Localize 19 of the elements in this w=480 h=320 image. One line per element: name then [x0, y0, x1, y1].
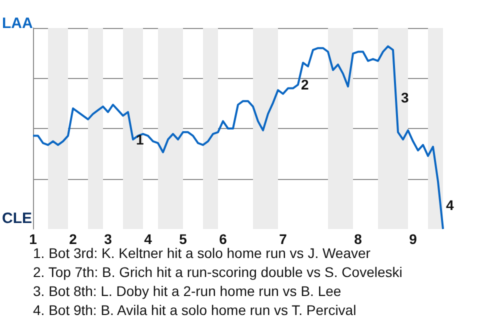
text: 1. Bot 3rd: K. Keltner hit a solo home run vs J. Weaver	[33, 245, 371, 261]
annotation: 1	[136, 131, 144, 148]
text: 3. Bot 8th: L. Doby hit a 2-run home run vs B. Lee	[33, 283, 342, 299]
annotation: 3	[401, 89, 409, 106]
x-tick-label: 2	[69, 231, 78, 247]
text: 2. Top 7th: B. Grich hit a run-scoring double vs S. Coveleski	[33, 264, 402, 280]
text: CLE	[2, 210, 32, 227]
x-tick-label: 6	[219, 231, 228, 247]
text: 4	[446, 197, 454, 214]
x-tick-label: 3	[104, 231, 112, 247]
x-tick-label: 4	[144, 231, 152, 247]
x-tick-label: 7	[279, 231, 288, 247]
x-tick-label: 1	[29, 231, 38, 247]
x-tick-label: 5	[179, 231, 188, 247]
text: 4. Bot 9th: B. Avila hit a solo home run vs T. Percival	[33, 302, 356, 318]
annotation: 2	[301, 76, 309, 93]
x-tick-label: 8	[354, 231, 362, 247]
x-tick-label: 9	[409, 231, 418, 247]
text: LAA	[2, 15, 33, 32]
